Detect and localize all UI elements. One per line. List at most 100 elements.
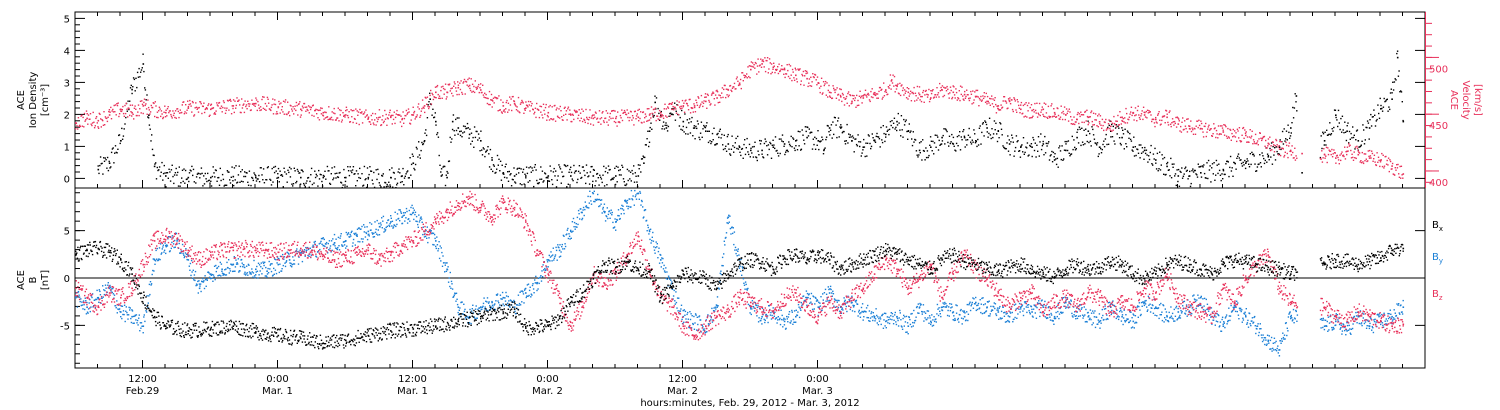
velocity-point (948, 97, 950, 99)
density-point (1385, 100, 1387, 102)
velocity-point (1034, 109, 1037, 112)
velocity-point (118, 115, 120, 118)
density-point (770, 142, 772, 145)
velocity-point (711, 92, 713, 95)
density-point (1396, 50, 1399, 52)
velocity-point (810, 85, 813, 87)
velocity-point (912, 91, 914, 94)
density-point (440, 168, 443, 170)
velocity-point (1275, 138, 1277, 141)
density-point (197, 172, 199, 174)
velocity-point (610, 117, 612, 120)
density-point (749, 156, 751, 158)
velocity-point (638, 120, 640, 122)
density-point (1103, 146, 1106, 148)
velocity-point (495, 97, 497, 99)
density-point (261, 174, 263, 176)
density-point (185, 178, 188, 181)
velocity-point (980, 100, 983, 102)
density-point (570, 175, 572, 177)
density-point (980, 143, 982, 145)
velocity-point (677, 114, 680, 116)
velocity-point (300, 114, 302, 116)
velocity-point (718, 94, 720, 96)
density-point (357, 173, 359, 175)
density-point (714, 144, 717, 146)
velocity-point (768, 68, 770, 70)
density-point (580, 177, 582, 179)
by-point (373, 232, 375, 234)
velocity-point (777, 72, 780, 75)
velocity-point (705, 100, 707, 103)
velocity-point (265, 109, 267, 111)
by-point (307, 254, 309, 257)
density-point (150, 140, 152, 142)
velocity-point (565, 113, 567, 115)
velocity-point (381, 119, 383, 121)
velocity-point (818, 87, 821, 89)
by-point (203, 287, 206, 290)
density-point (546, 176, 548, 178)
velocity-point (725, 88, 728, 90)
by-point (360, 228, 362, 230)
velocity-point (464, 93, 466, 95)
density-point (804, 126, 807, 128)
velocity-point (967, 94, 969, 96)
by-point (506, 304, 508, 306)
velocity-point (722, 96, 724, 99)
by-point (115, 307, 117, 309)
by-point (596, 198, 598, 200)
velocity-point (220, 107, 222, 110)
velocity-point (259, 106, 262, 108)
density-point (555, 170, 557, 172)
velocity-point (117, 102, 119, 104)
density-point (708, 130, 710, 132)
velocity-point (1099, 123, 1101, 125)
velocity-point (422, 106, 424, 108)
density-point (1324, 131, 1326, 133)
density-point (1104, 138, 1107, 140)
velocity-point (439, 97, 441, 100)
density-point (941, 140, 944, 142)
by-point (384, 229, 387, 231)
density-point (390, 176, 392, 179)
velocity-point (995, 112, 998, 114)
density-point (1020, 146, 1022, 148)
by-point (488, 301, 490, 303)
density-axis-label-line1: ACE (16, 90, 27, 110)
x-tick-date-label: Mar. 3 (802, 386, 833, 397)
velocity-point (448, 83, 451, 85)
by-point (405, 217, 407, 219)
velocity-point (933, 96, 935, 98)
velocity-point (592, 117, 595, 120)
by-point (531, 284, 534, 287)
velocity-point (653, 108, 655, 110)
density-point (1196, 176, 1199, 178)
density-point (573, 172, 576, 174)
velocity-point (743, 76, 746, 79)
density-point (558, 164, 560, 166)
density-point (462, 132, 464, 134)
velocity-point (1363, 153, 1365, 155)
density-point (1147, 161, 1149, 163)
density-point (1359, 146, 1361, 148)
velocity-point (177, 110, 179, 113)
velocity-point (178, 112, 181, 114)
by-point (81, 304, 84, 306)
velocity-point (225, 109, 227, 112)
velocity-point (982, 97, 985, 100)
density-point (544, 173, 547, 175)
velocity-point (1165, 110, 1168, 112)
density-point (364, 179, 366, 181)
by-point (519, 291, 521, 293)
velocity-point (1351, 153, 1353, 155)
velocity-point (1076, 118, 1078, 121)
by-point (535, 275, 537, 278)
density-point (205, 178, 207, 180)
density-point (532, 169, 534, 172)
velocity-point (271, 104, 273, 106)
by-point (550, 255, 553, 257)
velocity-point (364, 116, 366, 118)
density-point (222, 178, 225, 181)
density-point (1241, 165, 1244, 167)
